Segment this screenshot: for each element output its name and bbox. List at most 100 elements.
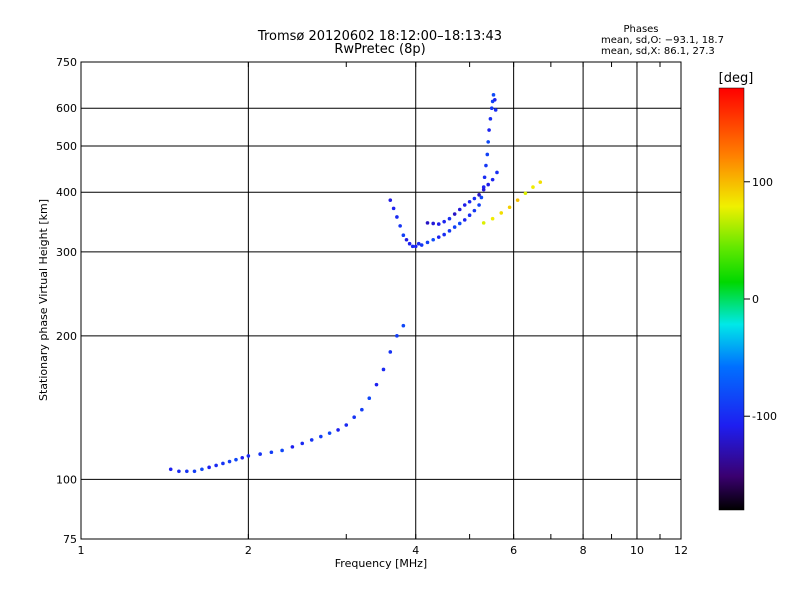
data-point [431, 237, 435, 242]
data-point [177, 469, 181, 474]
data-point [413, 244, 418, 249]
data-point [477, 193, 481, 197]
data-point [436, 235, 441, 239]
colorbar-tick-label: 0 [752, 293, 759, 306]
data-point [200, 467, 204, 472]
data-point [487, 128, 491, 132]
data-point [490, 177, 495, 182]
data-point [488, 117, 493, 121]
data-point [472, 208, 477, 213]
data-point [477, 203, 481, 207]
data-point [462, 203, 467, 207]
data-point [490, 216, 495, 221]
data-point [407, 241, 412, 246]
data-point [436, 222, 441, 226]
data-point [482, 175, 487, 180]
colorbar-tick-label: -100 [752, 410, 777, 423]
x-axis-label: Frequency [MHz] [335, 557, 427, 570]
data-point [419, 243, 424, 247]
plot-frame [80, 61, 682, 540]
y-tick-label: 75 [63, 533, 77, 546]
data-point [481, 221, 486, 225]
data-point [352, 415, 356, 420]
data-point [486, 182, 490, 187]
data-point [523, 191, 528, 196]
data-point [493, 108, 498, 112]
data-point [472, 196, 477, 201]
data-point [344, 423, 349, 427]
data-point [447, 229, 452, 233]
data-point [290, 445, 295, 449]
data-point [442, 219, 446, 224]
data-point [395, 215, 399, 219]
data-point [192, 469, 197, 474]
data-point [269, 450, 274, 455]
data-point [258, 452, 262, 456]
x-tick-label: 10 [630, 544, 644, 557]
x-tick-label: 2 [245, 544, 252, 557]
y-tick-label: 500 [56, 140, 77, 153]
data-point [452, 225, 457, 229]
data-point [404, 237, 409, 242]
data-point [280, 448, 284, 453]
data-point [234, 457, 238, 462]
y-tick-label: 300 [56, 246, 77, 259]
data-point [246, 454, 251, 458]
data-point [467, 213, 472, 218]
data-point [300, 441, 305, 446]
data-point [395, 334, 399, 338]
data-point [447, 216, 452, 221]
legend-line-o: mean, sd,O: −93.1, 18.7 [601, 35, 724, 46]
data-point [227, 459, 232, 464]
data-point [416, 241, 421, 246]
data-point [381, 367, 386, 372]
x-tick-label: 12 [674, 544, 688, 557]
data-point [489, 106, 494, 111]
data-point [240, 455, 245, 460]
data-point [538, 180, 543, 184]
data-point [457, 221, 462, 226]
data-point [484, 163, 488, 168]
data-point [495, 170, 499, 175]
data-point [391, 206, 396, 211]
x-tick-label: 6 [510, 544, 517, 557]
chart-title: Tromsø 20120602 18:12:00–18:13:43 [257, 29, 502, 44]
data-point [425, 221, 430, 225]
data-point [486, 140, 490, 144]
y-tick-label: 100 [56, 473, 77, 486]
data-point [309, 438, 314, 442]
data-point [374, 382, 379, 387]
data-point [214, 463, 218, 468]
data-point [410, 244, 415, 249]
data-point [207, 465, 211, 470]
colorbar-tick-label: 100 [752, 176, 773, 189]
data-point [485, 152, 490, 157]
data-point [168, 467, 173, 472]
y-tick-label: 200 [56, 330, 77, 343]
data-point [319, 434, 323, 439]
data-point [431, 221, 435, 226]
data-point [462, 218, 467, 222]
data-point [442, 232, 446, 237]
x-tick-label: 1 [78, 544, 85, 557]
data-point [481, 185, 486, 189]
data-point [221, 461, 225, 466]
data-point [360, 407, 364, 412]
data-point [507, 205, 512, 210]
legend-line-x: mean, sd,X: 86.1, 27.3 [601, 46, 715, 57]
data-point [499, 211, 504, 215]
data-point [398, 224, 402, 228]
data-point [531, 185, 535, 189]
data-point [388, 350, 393, 354]
x-tick-label: 4 [412, 544, 419, 557]
colorbar-label: [deg] [719, 71, 754, 86]
data-point [467, 199, 472, 204]
data-point [493, 97, 497, 102]
data-point [388, 198, 393, 202]
data-point [185, 469, 189, 474]
colorbar [719, 88, 744, 510]
y-tick-label: 750 [56, 56, 77, 69]
data-point [336, 428, 340, 432]
